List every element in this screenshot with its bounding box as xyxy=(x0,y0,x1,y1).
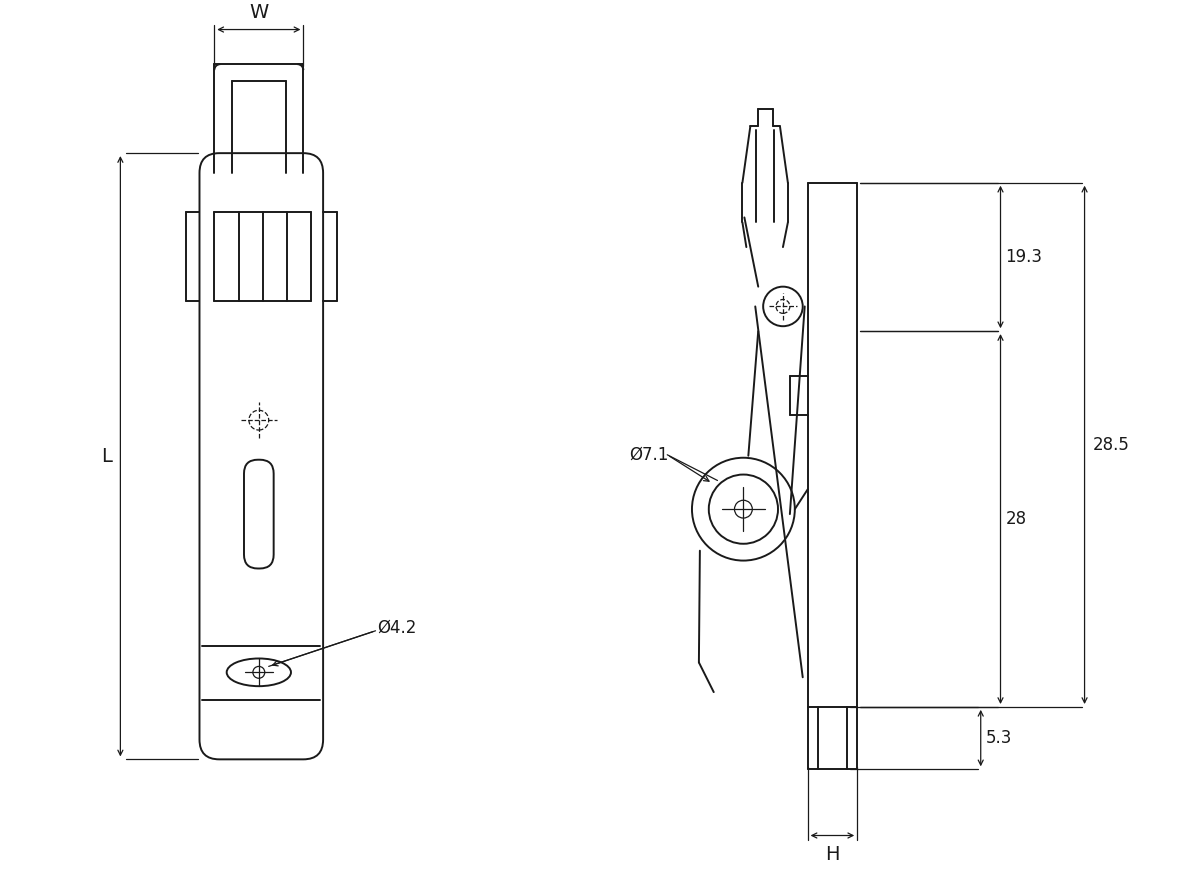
Text: Ø7.1: Ø7.1 xyxy=(630,446,670,464)
Text: 19.3: 19.3 xyxy=(1006,248,1043,266)
Text: Ø4.2: Ø4.2 xyxy=(378,619,416,637)
Text: 28: 28 xyxy=(1006,510,1026,528)
Text: 5.3: 5.3 xyxy=(985,730,1012,747)
Text: 28.5: 28.5 xyxy=(1092,436,1129,454)
Text: H: H xyxy=(826,846,840,864)
Text: L: L xyxy=(102,447,113,466)
Text: W: W xyxy=(250,3,269,22)
